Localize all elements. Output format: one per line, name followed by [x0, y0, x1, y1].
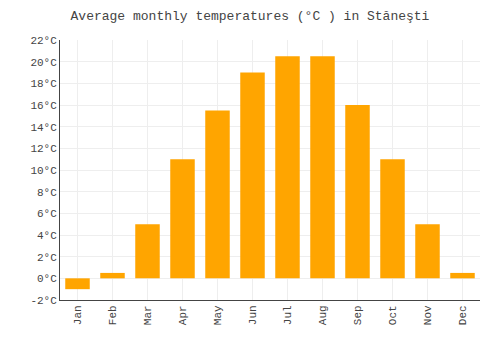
- svg-text:2°C: 2°C: [37, 252, 57, 264]
- svg-text:Apr: Apr: [177, 305, 189, 325]
- svg-text:18°C: 18°C: [30, 78, 57, 90]
- svg-text:Feb: Feb: [107, 305, 119, 325]
- svg-text:8°C: 8°C: [37, 187, 57, 199]
- svg-text:14°C: 14°C: [30, 122, 57, 134]
- svg-text:Sep: Sep: [352, 305, 364, 325]
- svg-text:Average monthly temperatures (: Average monthly temperatures (°C ) in St…: [71, 9, 430, 24]
- svg-text:0°C: 0°C: [37, 273, 57, 285]
- svg-text:4°C: 4°C: [37, 230, 57, 242]
- svg-text:Mar: Mar: [142, 305, 154, 325]
- svg-text:-2°C: -2°C: [30, 295, 57, 307]
- svg-text:Dec: Dec: [457, 305, 469, 325]
- svg-text:Jul: Jul: [282, 305, 294, 325]
- svg-text:12°C: 12°C: [30, 143, 57, 155]
- svg-text:Aug: Aug: [317, 305, 329, 325]
- svg-text:Nov: Nov: [422, 305, 434, 325]
- svg-text:22°C: 22°C: [30, 35, 57, 47]
- svg-text:6°C: 6°C: [37, 208, 57, 220]
- svg-text:May: May: [212, 305, 224, 325]
- svg-text:10°C: 10°C: [30, 165, 57, 177]
- svg-text:Jan: Jan: [72, 305, 84, 325]
- svg-text:20°C: 20°C: [30, 57, 57, 69]
- svg-text:Oct: Oct: [387, 305, 399, 325]
- svg-text:Jun: Jun: [247, 305, 259, 325]
- svg-text:16°C: 16°C: [30, 100, 57, 112]
